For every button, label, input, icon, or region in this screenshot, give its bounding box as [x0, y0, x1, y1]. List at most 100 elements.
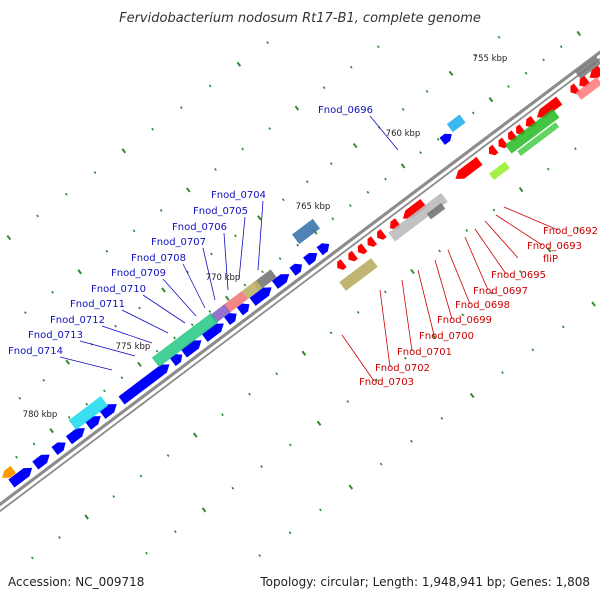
minus-strand-gene-block — [241, 280, 263, 300]
tick-mark — [490, 291, 493, 295]
plus-strand-gene — [402, 198, 427, 219]
plus-gene-label: Fnod_0699 — [437, 315, 492, 326]
plus-gene-label: Fnod_0700 — [419, 331, 474, 342]
plus-strand-gene — [455, 156, 483, 179]
tick-mark — [403, 356, 407, 360]
plus-strand-gene — [367, 236, 378, 247]
plus-strand-gene-block — [489, 161, 510, 181]
leader-line — [182, 263, 206, 309]
minus-strand-gene — [118, 364, 170, 405]
minus-gene-label: Fnod_0712 — [50, 315, 105, 326]
tick-mark — [346, 400, 350, 404]
leader-line — [162, 278, 197, 317]
tick-mark — [221, 413, 224, 417]
tick-mark — [281, 198, 285, 202]
minus-gene-label: Fnod_0707 — [151, 237, 206, 248]
tick-mark — [138, 306, 141, 310]
tick-mark — [257, 215, 262, 221]
minus-gene-label: Fnod_0709 — [111, 268, 166, 279]
plus-strand-gene-block — [517, 122, 560, 156]
minus-strand-gene-block — [446, 114, 466, 133]
minus-strand-gene — [289, 263, 303, 276]
tick-mark — [425, 89, 429, 93]
leader-line — [401, 279, 413, 352]
tick-mark — [268, 127, 272, 130]
tick-mark — [145, 551, 148, 555]
tick-mark — [58, 535, 61, 539]
tick-mark — [438, 249, 442, 253]
tick-mark — [410, 268, 415, 275]
plus-strand-gene-block — [575, 76, 600, 100]
plus-strand-gene — [536, 96, 563, 118]
tick-mark — [546, 167, 550, 171]
tick-mark — [137, 361, 142, 368]
tick-mark — [84, 514, 89, 520]
leader-line — [223, 232, 229, 291]
plus-gene-label: Fnod_0692 — [543, 226, 598, 237]
tick-mark — [275, 372, 279, 376]
tick-mark — [173, 336, 177, 340]
minus-strand-gene — [236, 303, 250, 316]
plus-strand-gene-block — [426, 202, 446, 220]
tick-mark — [561, 325, 565, 329]
tick-mark — [524, 71, 528, 75]
leader-line — [121, 309, 169, 334]
tick-mark — [465, 229, 469, 232]
minus-strand-gene — [65, 428, 85, 445]
tick-mark — [419, 151, 422, 155]
minus-strand-gene — [2, 465, 16, 478]
label-leader-lines — [59, 115, 559, 382]
minus-strand-gene — [316, 243, 330, 256]
tick-mark — [65, 359, 70, 365]
minus-gene-label: Fnod_0710 — [91, 284, 146, 295]
minus-gene-label: Fnod_0714 — [8, 346, 63, 357]
tick-mark — [501, 371, 504, 375]
leader-line — [142, 294, 186, 324]
tick-mark — [85, 402, 89, 406]
leader-line — [379, 289, 391, 368]
tick-mark — [492, 208, 496, 212]
tick-mark — [384, 177, 387, 181]
leader-line — [369, 115, 399, 151]
tick-mark — [15, 455, 18, 459]
tick-mark — [42, 378, 46, 382]
minus-gene-label: Fnod_0711 — [70, 299, 125, 310]
leader-line — [447, 249, 471, 305]
tick-mark — [431, 333, 437, 340]
tick-mark — [531, 348, 535, 352]
plus-strand-gene-block — [504, 108, 560, 154]
tick-mark — [375, 378, 378, 382]
tick-mark — [179, 106, 183, 109]
tick-mark — [225, 295, 230, 301]
tick-mark — [305, 180, 309, 184]
minus-strand-gene — [201, 323, 224, 342]
minus-strand-gene — [223, 313, 237, 326]
tick-mark — [316, 420, 322, 426]
tick-mark — [260, 465, 263, 469]
tick-mark — [319, 508, 322, 512]
tick-mark — [166, 454, 170, 458]
minus-gene-label: Fnod_0713 — [28, 330, 83, 341]
leader-line — [503, 206, 559, 231]
tick-mark — [30, 556, 34, 560]
topology-text: Topology: circular; Length: 1,948,941 bp… — [259, 575, 590, 589]
tick-mark — [243, 283, 247, 287]
tick-mark — [36, 214, 39, 218]
plus-gene-label: Fnod_0695 — [491, 270, 546, 281]
backbone-line — [0, 57, 600, 513]
tick-mark — [208, 84, 212, 88]
tick-mark — [49, 428, 54, 434]
minus-strand-gene — [51, 442, 66, 456]
tick-mark — [352, 142, 358, 149]
tick-mark — [574, 147, 577, 151]
tick-mark — [190, 323, 194, 327]
plus-gene-label: Fnod_0698 — [455, 300, 510, 311]
minus-strand-gene-labels: Fnod_0696 Fnod_0704 Fnod_0705 Fnod_0706 Fnod… — [8, 105, 373, 357]
tick-mark — [348, 204, 352, 208]
leader-line — [417, 269, 435, 336]
tick-mark — [139, 474, 143, 478]
tick-mark — [24, 311, 27, 315]
minus-strand-gene-block — [222, 290, 248, 314]
gene-features — [2, 56, 600, 488]
plus-strand-gene — [337, 259, 347, 270]
